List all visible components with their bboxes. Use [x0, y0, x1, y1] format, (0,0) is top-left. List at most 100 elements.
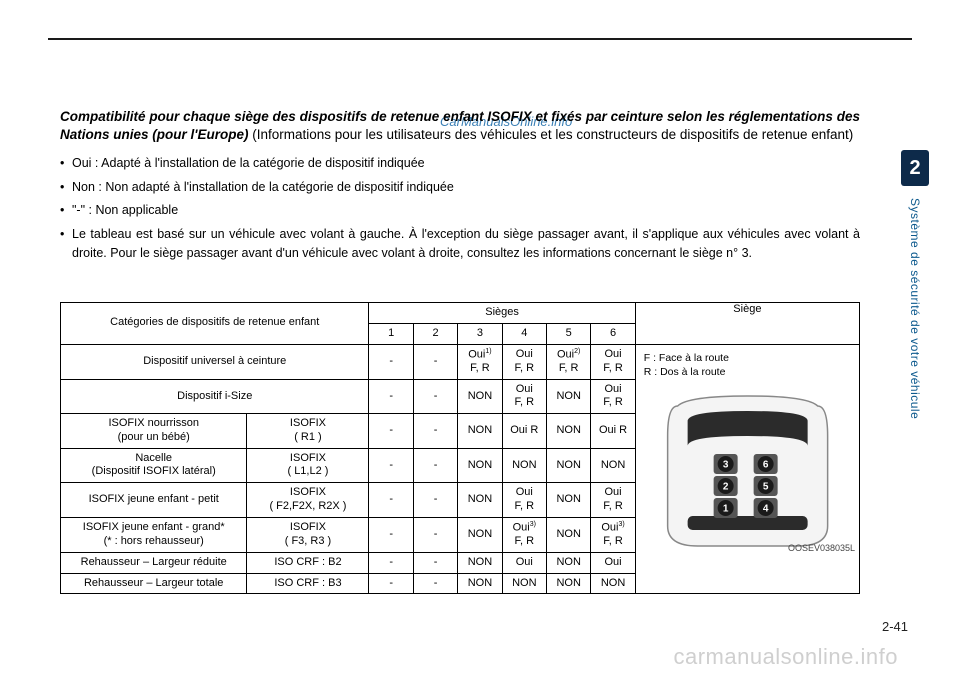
value-cell: NON: [458, 448, 502, 483]
value-cell: NON: [546, 483, 590, 518]
compatibility-table-wrap: Catégories de dispositifs de retenue enf…: [60, 302, 860, 594]
car-top-view-diagram: 1 2 3 4 5 6 OOSEV038035L: [636, 386, 859, 556]
header-siege: Siège: [635, 303, 859, 345]
value-cell: Oui3)F, R: [502, 517, 546, 552]
value-cell: NON: [546, 448, 590, 483]
title-rest: (Informations pour les utilisateurs des …: [248, 127, 853, 142]
value-cell: Oui R: [502, 414, 546, 449]
seat-num-header: 1: [369, 323, 413, 344]
value-cell: -: [369, 517, 413, 552]
category-cell: Rehausseur – Largeur totale: [61, 573, 247, 594]
bullet-item: Non : Non adapté à l'installation de la …: [60, 178, 860, 197]
chapter-title-vertical: Système de sécurité de votre véhicule: [908, 198, 922, 518]
value-cell: NON: [591, 573, 635, 594]
table-row: Dispositif universel à ceinture--Oui1)F,…: [61, 344, 860, 379]
chapter-number-badge: 2: [901, 150, 929, 186]
fixture-cell: ISOFIX( F3, R3 ): [247, 517, 369, 552]
header-categories: Catégories de dispositifs de retenue enf…: [61, 303, 369, 345]
value-cell: NON: [546, 379, 590, 414]
value-cell: NON: [458, 483, 502, 518]
value-cell: NON: [502, 448, 546, 483]
siege-legend: F : Face à la route R : Dos à la route: [636, 345, 859, 386]
siege-diagram-cell: F : Face à la route R : Dos à la route 1…: [635, 344, 859, 594]
svg-text:1: 1: [723, 503, 729, 514]
value-cell: -: [369, 414, 413, 449]
car-svg: 1 2 3 4 5 6: [636, 386, 859, 556]
value-cell: NON: [546, 573, 590, 594]
fixture-cell: ISO CRF : B2: [247, 552, 369, 573]
section-title: Compatibilité pour chaque siège des disp…: [60, 108, 860, 144]
bullet-item: "-" : Non applicable: [60, 201, 860, 220]
value-cell: -: [413, 414, 457, 449]
value-cell: -: [369, 573, 413, 594]
footer-watermark: carmanualsonline.info: [673, 644, 898, 670]
image-code: OOSEV038035L: [788, 543, 855, 554]
seat-num-header: 6: [591, 323, 635, 344]
svg-text:3: 3: [723, 459, 729, 470]
value-cell: NON: [458, 517, 502, 552]
category-cell: ISOFIX nourrisson(pour un bébé): [61, 414, 247, 449]
value-cell: -: [413, 573, 457, 594]
category-cell: ISOFIX jeune enfant - grand*(* : hors re…: [61, 517, 247, 552]
seat-num-header: 3: [458, 323, 502, 344]
value-cell: Oui2)F, R: [546, 344, 590, 379]
fixture-cell: ISOFIX( R1 ): [247, 414, 369, 449]
value-cell: -: [413, 483, 457, 518]
value-cell: OuiF, R: [591, 344, 635, 379]
value-cell: OuiF, R: [502, 483, 546, 518]
value-cell: NON: [502, 573, 546, 594]
value-cell: Oui: [502, 552, 546, 573]
category-cell: Dispositif universel à ceinture: [61, 344, 369, 379]
value-cell: NON: [458, 573, 502, 594]
value-cell: NON: [546, 517, 590, 552]
value-cell: -: [369, 552, 413, 573]
seat-num-header: 4: [502, 323, 546, 344]
side-tab: 2 Système de sécurité de votre véhicule: [900, 150, 930, 530]
seat-num-header: 2: [413, 323, 457, 344]
value-cell: -: [413, 379, 457, 414]
bullet-item: Oui : Adapté à l'installation de la caté…: [60, 154, 860, 173]
value-cell: -: [369, 483, 413, 518]
svg-text:4: 4: [763, 503, 769, 514]
svg-text:2: 2: [723, 481, 729, 492]
value-cell: -: [413, 448, 457, 483]
page-number: 2-41: [882, 619, 908, 634]
value-cell: NON: [546, 414, 590, 449]
value-cell: NON: [591, 448, 635, 483]
fixture-cell: ISO CRF : B3: [247, 573, 369, 594]
value-cell: Oui3)F, R: [591, 517, 635, 552]
category-cell: Dispositif i-Size: [61, 379, 369, 414]
bullet-list: Oui : Adapté à l'installation de la caté…: [60, 154, 860, 263]
value-cell: -: [413, 517, 457, 552]
fixture-cell: ISOFIX( L1,L2 ): [247, 448, 369, 483]
value-cell: NON: [458, 379, 502, 414]
svg-text:5: 5: [763, 481, 769, 492]
value-cell: OuiF, R: [502, 344, 546, 379]
legend-f: F : Face à la route: [644, 351, 851, 366]
header-seats: Sièges: [369, 303, 635, 324]
value-cell: -: [369, 448, 413, 483]
compatibility-table: Catégories de dispositifs de retenue enf…: [60, 302, 860, 594]
value-cell: OuiF, R: [591, 379, 635, 414]
value-cell: -: [413, 344, 457, 379]
bullet-item: Le tableau est basé sur un véhicule avec…: [60, 225, 860, 264]
value-cell: Oui1)F, R: [458, 344, 502, 379]
top-rule: [48, 38, 912, 40]
svg-text:6: 6: [763, 459, 769, 470]
value-cell: Oui R: [591, 414, 635, 449]
legend-r: R : Dos à la route: [644, 365, 851, 380]
value-cell: OuiF, R: [502, 379, 546, 414]
category-cell: Rehausseur – Largeur réduite: [61, 552, 247, 573]
value-cell: -: [369, 379, 413, 414]
value-cell: NON: [458, 414, 502, 449]
seat-num-header: 5: [546, 323, 590, 344]
fixture-cell: ISOFIX( F2,F2X, R2X ): [247, 483, 369, 518]
value-cell: Oui: [591, 552, 635, 573]
value-cell: NON: [546, 552, 590, 573]
value-cell: OuiF, R: [591, 483, 635, 518]
category-cell: ISOFIX jeune enfant - petit: [61, 483, 247, 518]
value-cell: -: [369, 344, 413, 379]
value-cell: -: [413, 552, 457, 573]
body-text-block: Compatibilité pour chaque siège des disp…: [60, 108, 860, 267]
value-cell: NON: [458, 552, 502, 573]
